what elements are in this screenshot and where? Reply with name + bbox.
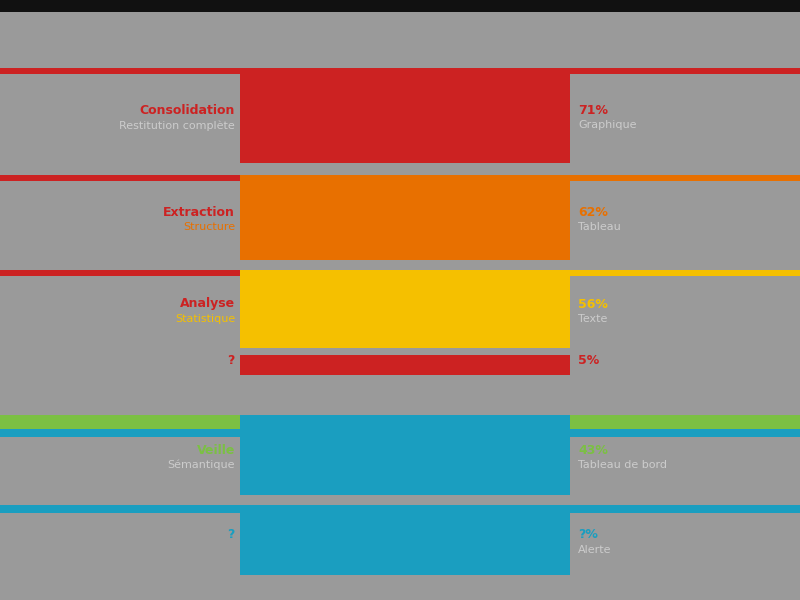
Bar — [0, 68, 800, 163]
Bar — [0, 270, 800, 348]
Bar — [0, 270, 240, 276]
Bar — [570, 68, 800, 74]
Bar — [0, 175, 240, 181]
Bar — [0, 505, 800, 575]
Text: Restitution complète: Restitution complète — [119, 120, 235, 131]
Bar — [570, 175, 800, 181]
Bar — [570, 68, 800, 163]
Bar — [570, 505, 800, 511]
Bar — [570, 505, 800, 513]
Bar — [570, 415, 800, 421]
Text: 43%: 43% — [578, 443, 608, 457]
Text: 62%: 62% — [578, 206, 608, 219]
Bar — [0, 68, 240, 74]
Text: Alerte: Alerte — [578, 545, 611, 555]
Text: Statistique: Statistique — [174, 314, 235, 324]
Bar — [570, 429, 800, 437]
Text: Sémantique: Sémantique — [167, 460, 235, 470]
Text: 56%: 56% — [578, 298, 608, 311]
Bar — [570, 415, 800, 495]
Text: Veille: Veille — [197, 443, 235, 457]
Bar — [570, 175, 800, 260]
Bar — [0, 505, 240, 511]
Text: Tableau de bord: Tableau de bord — [578, 460, 667, 470]
Text: 5%: 5% — [578, 353, 599, 367]
Bar — [0, 175, 240, 260]
Text: Texte: Texte — [578, 314, 607, 324]
Bar — [0, 429, 240, 437]
Text: Graphique: Graphique — [578, 121, 637, 130]
Text: Extraction: Extraction — [163, 206, 235, 219]
Bar — [0, 0, 800, 12]
Bar — [570, 505, 800, 575]
Bar — [570, 415, 800, 429]
Bar — [0, 270, 240, 348]
Bar — [0, 415, 240, 421]
Text: ?: ? — [228, 529, 235, 541]
Bar — [570, 270, 800, 348]
Bar — [0, 505, 240, 513]
Text: Consolidation: Consolidation — [140, 104, 235, 117]
Text: Structure: Structure — [183, 223, 235, 232]
Bar — [0, 415, 240, 429]
Bar — [0, 355, 240, 375]
Bar — [0, 415, 800, 495]
Bar — [570, 355, 800, 375]
Bar — [0, 68, 240, 163]
Text: Tableau: Tableau — [578, 223, 621, 232]
Bar — [0, 505, 240, 575]
Bar — [0, 175, 800, 260]
Bar — [0, 355, 800, 375]
Text: Analyse: Analyse — [180, 298, 235, 311]
Bar — [0, 415, 240, 495]
Text: 71%: 71% — [578, 104, 608, 117]
Text: ?%: ?% — [578, 529, 598, 541]
Bar — [570, 270, 800, 276]
Text: ?: ? — [228, 353, 235, 367]
